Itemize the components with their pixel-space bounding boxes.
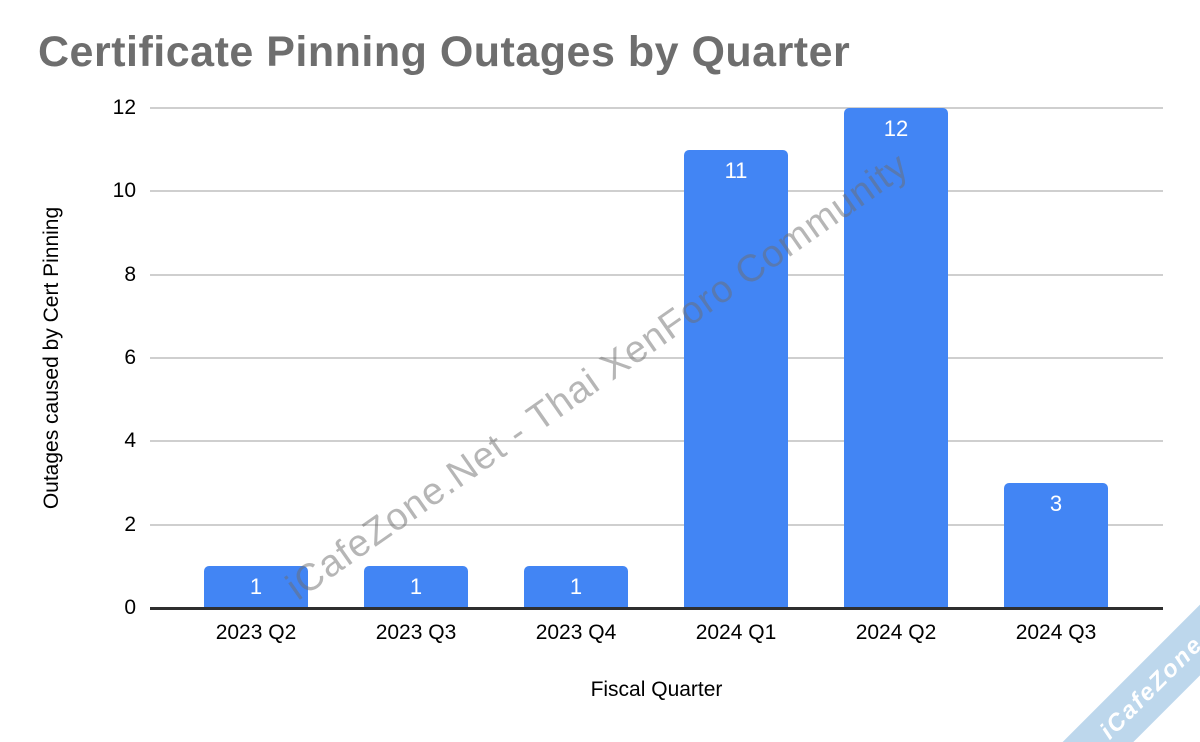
y-tick-label-12: 12: [112, 96, 136, 119]
gridline-y-10: [150, 190, 1163, 193]
bar-2024-q1: 11: [684, 149, 788, 608]
gridline-y-8: [150, 273, 1163, 276]
bar-2023-q4: 1: [524, 566, 628, 608]
x-tick-label-2024-q3: 2024 Q3: [1015, 621, 1097, 644]
chart-title: Certificate Pinning Outages by Quarter: [38, 28, 851, 76]
gridline-y-2: [150, 523, 1163, 526]
y-tick-label-6: 6: [124, 346, 136, 369]
bar-2023-q2: 1: [204, 566, 308, 608]
bar-value-label: 1: [249, 574, 263, 600]
bar-value-label: 3: [1049, 491, 1063, 516]
y-tick-label-0: 0: [124, 596, 136, 619]
x-tick-label-2023-q2: 2023 Q2: [215, 621, 297, 644]
bar-value-label: 11: [724, 157, 748, 183]
x-tick-label-2023-q3: 2023 Q3: [375, 621, 457, 644]
bar-2024-q2: 12: [844, 108, 948, 608]
x-tick-label-2023-q4: 2023 Q4: [535, 621, 617, 644]
bar-value-label: 1: [409, 574, 423, 600]
plot-area: 1 1 1 11 12 3: [150, 107, 1163, 610]
y-tick-label-4: 4: [124, 429, 136, 453]
x-axis-title: Fiscal Quarter: [590, 678, 723, 701]
gridline-y-12: [150, 107, 1163, 109]
x-axis-baseline: [150, 607, 1163, 610]
bar-value-label: 1: [569, 574, 583, 600]
y-tick-label-2: 2: [124, 512, 136, 536]
bar-value-label: 12: [883, 116, 909, 141]
gridline-y-4: [150, 440, 1163, 443]
x-tick-label-2024-q2: 2024 Q2: [855, 621, 937, 644]
y-tick-label-10: 10: [112, 179, 136, 203]
y-axis-title: Outages caused by Cert Pinning: [40, 206, 63, 510]
bar-2023-q3: 1: [364, 566, 468, 608]
x-tick-label-2024-q1: 2024 Q1: [695, 621, 777, 644]
y-tick-label-8: 8: [124, 262, 136, 286]
bar-2024-q3: 3: [1004, 483, 1108, 608]
gridline-y-6: [150, 357, 1163, 359]
